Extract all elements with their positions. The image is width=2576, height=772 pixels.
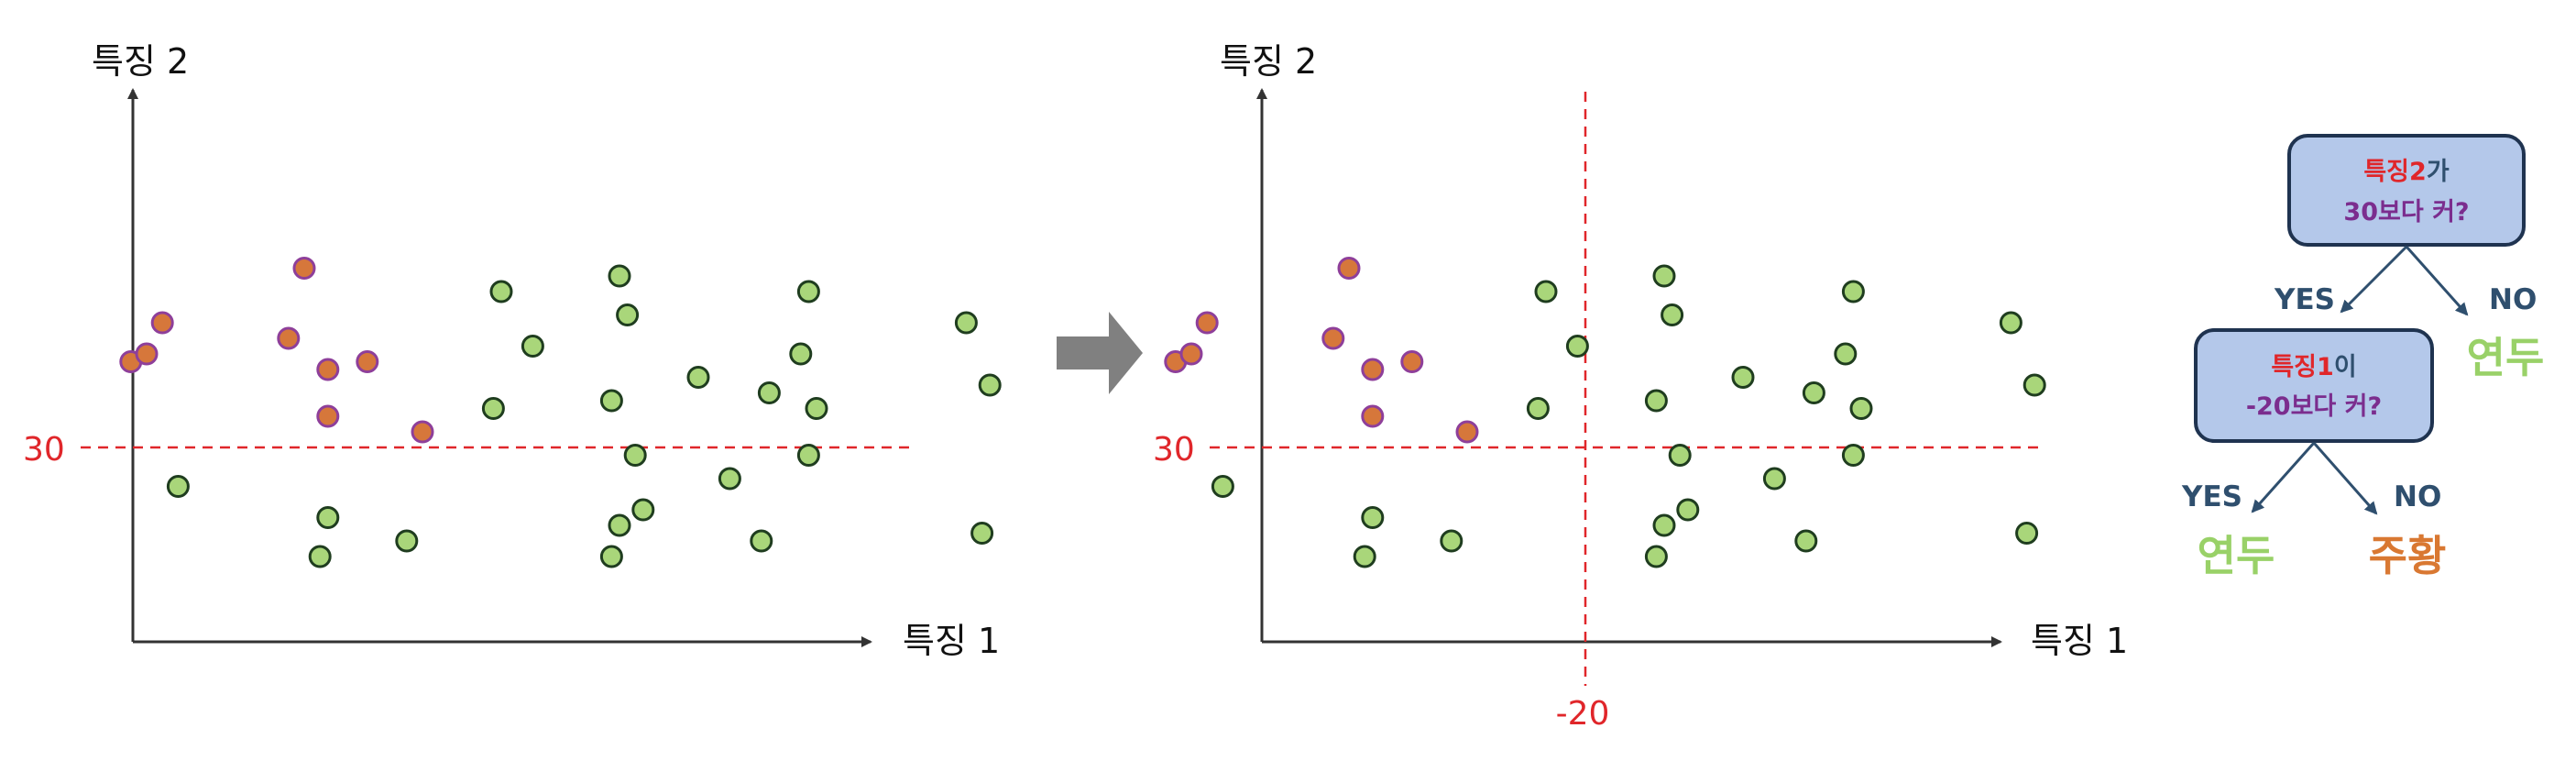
green-point — [1565, 335, 1589, 358]
green-point — [1353, 545, 1376, 568]
green-point — [1361, 506, 1385, 529]
child-no-label: NO — [2394, 480, 2441, 513]
green-point — [489, 280, 513, 303]
orange-point — [135, 342, 159, 366]
green-point — [2015, 522, 2039, 545]
orange-point — [1400, 350, 1424, 373]
child-node-line2: -20보다 커? — [2246, 392, 2382, 421]
green-point — [796, 280, 820, 303]
orange-point — [316, 404, 340, 428]
green-point — [1440, 529, 1463, 553]
child-yes-edge — [2251, 442, 2316, 513]
orange-point — [1179, 342, 1203, 366]
green-point — [1841, 280, 1865, 303]
root-yes-edge — [2340, 245, 2408, 314]
green-point — [1999, 311, 2022, 335]
green-point — [1668, 444, 1692, 467]
right-threshold-y-label: 30 — [1153, 431, 1195, 469]
green-point — [1644, 389, 1668, 413]
green-point — [1794, 529, 1818, 553]
green-point — [616, 303, 640, 326]
green-point — [1652, 264, 1676, 288]
right-threshold-x-label: -20 — [1556, 695, 1610, 733]
decision-tree: 특징2가 30보다 커? YES NO 연두 특징1이 -20보다 커? YES… — [2181, 134, 2545, 580]
green-point — [789, 342, 813, 366]
right-scatter-plot: 특징 2 특징 1 30 -20 — [1153, 41, 2128, 733]
root-node — [2287, 134, 2526, 247]
right-data-points — [1164, 257, 2046, 568]
green-point — [599, 545, 623, 568]
green-point — [623, 444, 647, 467]
orange-point — [1455, 420, 1479, 444]
green-point — [757, 381, 781, 404]
orange-point — [1361, 358, 1385, 381]
orange-point — [356, 350, 379, 373]
green-point — [750, 529, 773, 553]
green-point — [1644, 545, 1668, 568]
left-scatter-plot: 특징 2 특징 1 30 — [23, 41, 1002, 661]
orange-point — [277, 326, 301, 350]
root-node-line2: 30보다 커? — [2343, 198, 2469, 226]
orange-point — [1337, 257, 1361, 280]
left-y-axis-label: 특징 2 — [92, 41, 189, 82]
child-no-leaf: 주황 — [2369, 531, 2447, 580]
root-yes-label: YES — [2274, 283, 2335, 316]
left-x-axis-label: 특징 1 — [903, 621, 1000, 661]
green-point — [1762, 467, 1786, 491]
orange-point — [292, 257, 316, 280]
orange-point — [1361, 404, 1385, 428]
green-point — [805, 397, 828, 420]
green-point — [599, 389, 623, 413]
transition-arrow — [1057, 312, 1143, 394]
root-no-label: NO — [2489, 283, 2537, 316]
child-no-edge — [2312, 442, 2378, 515]
green-point — [1661, 303, 1684, 326]
orange-point — [316, 358, 340, 381]
green-point — [166, 475, 190, 498]
green-point — [395, 529, 419, 553]
green-point — [1802, 381, 1825, 404]
green-point — [608, 264, 631, 288]
right-x-axis-label: 특징 1 — [2031, 621, 2128, 661]
orange-point — [150, 311, 174, 335]
root-no-edge — [2405, 246, 2469, 316]
orange-point — [411, 420, 434, 444]
green-point — [481, 397, 505, 420]
green-point — [1534, 280, 1558, 303]
green-point — [1211, 475, 1234, 498]
green-point — [796, 444, 820, 467]
orange-point — [1195, 311, 1219, 335]
child-yes-label: YES — [2181, 480, 2242, 513]
green-point — [718, 467, 741, 491]
green-point — [954, 311, 978, 335]
left-threshold-label: 30 — [23, 431, 65, 469]
green-point — [1834, 342, 1858, 366]
green-point — [1841, 444, 1865, 467]
green-point — [608, 513, 631, 537]
green-point — [1731, 366, 1755, 389]
green-point — [631, 498, 655, 522]
green-point — [316, 506, 340, 529]
green-point — [2022, 373, 2046, 397]
green-point — [1676, 498, 1700, 522]
green-point — [978, 373, 1002, 397]
green-point — [686, 366, 710, 389]
green-point — [970, 522, 994, 545]
green-point — [308, 545, 332, 568]
child-yes-leaf: 연두 — [2198, 531, 2275, 580]
green-point — [521, 335, 544, 358]
right-y-axis-label: 특징 2 — [1220, 41, 1317, 82]
green-point — [1652, 513, 1676, 537]
root-node-line1: 특징2가 — [2363, 158, 2449, 186]
root-no-leaf: 연두 — [2467, 333, 2545, 382]
orange-point — [1321, 326, 1345, 350]
left-data-points — [119, 257, 1002, 568]
child-node — [2194, 328, 2434, 443]
green-point — [1526, 397, 1550, 420]
child-node-line1: 특징1이 — [2271, 353, 2356, 381]
green-point — [1849, 397, 1873, 420]
